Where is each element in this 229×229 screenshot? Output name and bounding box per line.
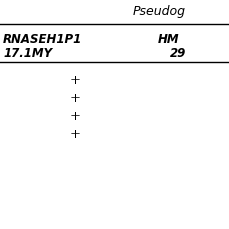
Text: +: + <box>69 74 81 87</box>
Text: +: + <box>69 92 81 105</box>
Text: 17.1MY: 17.1MY <box>3 47 52 60</box>
Text: +: + <box>69 110 81 123</box>
Text: HM: HM <box>158 33 180 46</box>
Text: RNASEH1P1: RNASEH1P1 <box>3 33 82 46</box>
Text: 29: 29 <box>170 47 186 60</box>
Text: Pseudog: Pseudog <box>133 5 186 18</box>
Text: +: + <box>69 128 81 141</box>
